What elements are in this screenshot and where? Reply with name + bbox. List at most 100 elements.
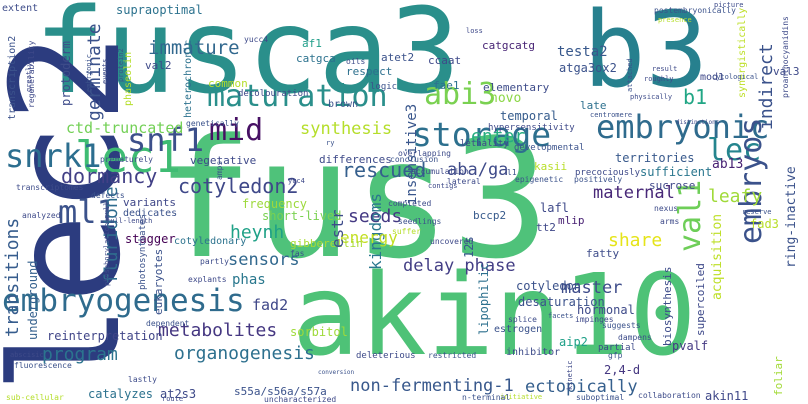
- word: physically: [630, 93, 673, 101]
- word: cotyledon2: [178, 174, 299, 198]
- word: partly: [200, 257, 229, 266]
- word: suggests: [602, 321, 641, 330]
- word: sufficient: [640, 165, 713, 179]
- word: s55a/s56a/s57a: [234, 385, 327, 398]
- word: fad3: [750, 217, 779, 231]
- word: n-terminal: [462, 393, 511, 402]
- word: fatty: [586, 247, 620, 260]
- word: oils: [346, 57, 366, 66]
- word: novo: [490, 91, 522, 106]
- word: estrogen: [494, 324, 543, 335]
- word: suboptimal: [576, 393, 625, 402]
- word: impinges: [575, 315, 614, 324]
- word: heterochronic: [183, 39, 194, 118]
- word: lipophilic: [477, 262, 491, 335]
- word: catgca: [296, 52, 336, 65]
- word: differences: [319, 153, 392, 166]
- word: rescued: [342, 158, 427, 182]
- word: lec1: [75, 132, 181, 183]
- word: aip2: [559, 335, 588, 349]
- word: immature: [148, 37, 240, 59]
- word: fluorescence: [14, 361, 72, 370]
- word: master: [561, 278, 623, 298]
- word: collaboration: [638, 391, 701, 400]
- word: atga3ox2: [559, 61, 617, 75]
- word: arms: [660, 217, 680, 226]
- word: partial: [598, 343, 636, 353]
- word: completed: [388, 199, 432, 208]
- word: epigenetic: [515, 175, 564, 184]
- word: sucrose: [649, 179, 696, 192]
- word: seedlings: [398, 217, 442, 226]
- word: restricted: [428, 351, 477, 360]
- word: phosphorylation-null: [103, 201, 111, 286]
- word: ab13: [712, 157, 744, 172]
- word: lec: [707, 133, 762, 168]
- word: distinctions: [676, 119, 720, 126]
- word: hypersensitivity: [488, 123, 575, 133]
- word: territories: [615, 151, 695, 165]
- word: result: [652, 65, 678, 73]
- word: catalyzes: [88, 387, 154, 401]
- word: prematurely: [100, 155, 153, 164]
- word: af1: [302, 37, 322, 50]
- word: contigs: [428, 182, 458, 190]
- word: testa2: [557, 44, 608, 60]
- word: deleterious: [356, 351, 416, 361]
- word: share: [608, 230, 663, 251]
- word: maturation: [207, 79, 388, 114]
- word: photosynthates: [138, 214, 148, 290]
- word: explants: [188, 275, 227, 284]
- word: postembryonically: [654, 6, 736, 15]
- word: precociously: [575, 168, 641, 178]
- word: phas: [232, 272, 266, 288]
- word: supraoptimal: [116, 3, 203, 17]
- word: snf1: [127, 121, 205, 159]
- word: late: [580, 99, 607, 112]
- word: acquisition: [710, 213, 725, 300]
- word: transitions: [2, 217, 23, 337]
- word: hormonal: [577, 303, 635, 317]
- word: developmental: [514, 143, 585, 153]
- word: sorbitol: [290, 325, 348, 339]
- word: accumulation: [411, 167, 469, 176]
- word: ring-inactive: [784, 166, 799, 268]
- word: pvalf: [672, 339, 709, 353]
- word: delay phase: [403, 256, 516, 276]
- word: sub-cellular: [6, 393, 64, 402]
- word: transcription2: [7, 35, 18, 120]
- word: picture: [714, 1, 744, 9]
- word: transcriptomes: [16, 183, 84, 192]
- word: conversion: [318, 369, 355, 376]
- word: centromere: [590, 111, 633, 119]
- word: seeds: [348, 206, 403, 227]
- word: ry: [326, 139, 335, 147]
- word: logic: [370, 82, 398, 92]
- word: ctd-truncated: [66, 119, 184, 137]
- word: common: [208, 77, 248, 90]
- word: suffer: [392, 227, 421, 236]
- word: estr: [328, 209, 347, 248]
- word: variants: [123, 196, 176, 209]
- word: temporal: [500, 109, 558, 123]
- word: catgcatg: [482, 39, 535, 52]
- word: route: [162, 395, 184, 403]
- word: embryogenesis: [2, 283, 245, 319]
- word: respect: [346, 65, 393, 78]
- word: proanthocyanidins: [781, 16, 790, 98]
- word: lethality: [460, 139, 509, 149]
- word: embryonic: [596, 108, 770, 146]
- word: frequency: [242, 197, 308, 211]
- word: enter: [471, 126, 526, 147]
- word: defects: [91, 191, 125, 200]
- word: vegetative: [190, 154, 257, 167]
- word: tt2: [536, 221, 556, 234]
- word: ccaat: [428, 54, 462, 67]
- word: foliar: [772, 356, 785, 396]
- word: b3: [583, 0, 709, 111]
- word: brown: [328, 99, 359, 110]
- word: inhibitor: [506, 347, 561, 358]
- word: dependent: [146, 319, 190, 328]
- word: non-fermenting-1: [350, 376, 514, 396]
- word: presence: [658, 16, 692, 24]
